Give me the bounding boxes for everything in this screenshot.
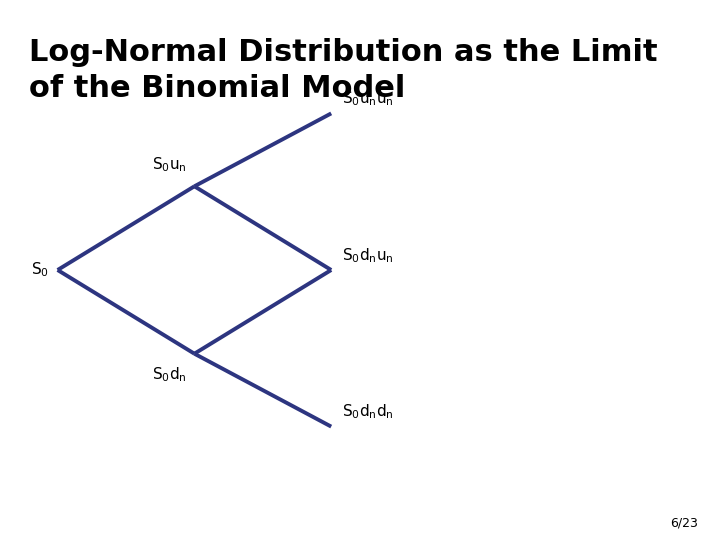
Text: $\mathsf{S_0}$: $\mathsf{S_0}$	[31, 261, 49, 279]
Text: $\mathsf{S_0d_n}$: $\mathsf{S_0d_n}$	[153, 366, 187, 384]
Text: $\mathsf{S_0u_n}$: $\mathsf{S_0u_n}$	[153, 156, 187, 174]
Text: 6/23: 6/23	[670, 516, 698, 529]
Text: $\mathsf{S_0d_nu_n}$: $\mathsf{S_0d_nu_n}$	[342, 246, 394, 265]
Text: $\mathsf{S_0d_nd_n}$: $\mathsf{S_0d_nd_n}$	[342, 402, 394, 421]
Text: $\mathsf{S_0u_nu_n}$: $\mathsf{S_0u_nu_n}$	[342, 89, 394, 108]
Text: Log-Normal Distribution as the Limit
of the Binomial Model: Log-Normal Distribution as the Limit of …	[29, 38, 657, 103]
